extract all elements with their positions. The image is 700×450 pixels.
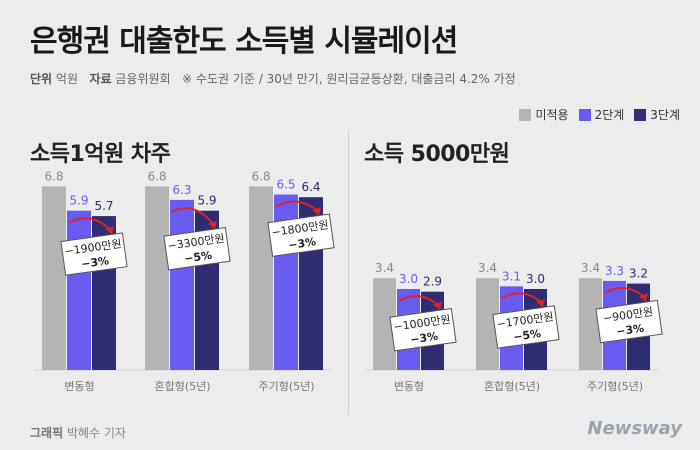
chart-1-callout-box-2 bbox=[595, 299, 663, 344]
chart-0-value-label-1-2: 5.9 bbox=[197, 194, 216, 208]
assumption-note: ※ 수도권 기준 / 30년 만기, 원리금균등상환, 대출금리 4.2% 가정 bbox=[182, 72, 516, 86]
chart-0-value-label-2-1: 6.5 bbox=[276, 178, 295, 192]
chart-1-callout-2: −900만원−3% bbox=[595, 299, 663, 344]
chart-1-callout-1: −1700만원−5% bbox=[492, 305, 560, 349]
legend: 미적용 2단계 3단계 bbox=[519, 106, 680, 123]
legend-swatch-1 bbox=[578, 108, 591, 121]
chart-0-bar-2-0 bbox=[249, 186, 273, 370]
chart-0-value-label-1-0: 6.8 bbox=[147, 169, 166, 183]
legend-label-1: 2단계 bbox=[594, 108, 625, 122]
chart-0-callout-1: −3300만원−5% bbox=[163, 226, 231, 271]
chart-0-value-label-0-2: 5.7 bbox=[94, 199, 113, 213]
chart-0-callout-2: −1800만원−3% bbox=[267, 213, 335, 257]
chart-0-arrow-2 bbox=[275, 200, 319, 212]
chart-1-callout-0: −1000만원−3% bbox=[389, 307, 457, 352]
source-value: 금융위원회 bbox=[115, 72, 171, 86]
chart-0-bar-0-0 bbox=[42, 186, 66, 370]
chart-1-arrowhead-0 bbox=[433, 301, 442, 310]
page-title: 은행권 대출한도 소득별 시뮬레이션 bbox=[30, 24, 458, 59]
credit-label: 그래픽 bbox=[30, 426, 64, 440]
chart-1-value-label-0-2: 2.9 bbox=[423, 275, 442, 289]
chart-1-arrow-2 bbox=[604, 286, 646, 299]
chart-1-value-label-0-0: 3.4 bbox=[375, 261, 394, 275]
legend-label-0: 미적용 bbox=[535, 108, 569, 122]
chart-0-value-label-0-1: 5.9 bbox=[69, 194, 88, 208]
chart-0-arrow-0 bbox=[68, 217, 112, 231]
chart-1-value-label-0-1: 3.0 bbox=[399, 272, 418, 286]
unit-value: 억원 bbox=[55, 72, 79, 86]
chart-1-category-label-0: 변동형 bbox=[394, 380, 424, 393]
chart-1-callout-box-1 bbox=[492, 305, 560, 349]
legend-swatch-0 bbox=[519, 108, 532, 121]
chart-1-category-label-2: 주기형(5년) bbox=[587, 380, 643, 393]
legend-swatch-2 bbox=[634, 108, 647, 121]
chart-0-value-label-1-1: 6.3 bbox=[172, 183, 191, 197]
chart-0-callout-0: −1900만원−3% bbox=[60, 232, 128, 276]
chart-0-arrow-1 bbox=[171, 207, 215, 226]
legend-item-2: 3단계 bbox=[634, 106, 680, 123]
chart-0-arrowhead-2 bbox=[312, 207, 321, 216]
chart-1-bar-1-0 bbox=[476, 278, 499, 370]
legend-item-0: 미적용 bbox=[519, 106, 569, 123]
chart-1-arrowhead-1 bbox=[536, 299, 545, 307]
chart-0-arrowhead-0 bbox=[105, 226, 114, 235]
chart-1-arrow-1 bbox=[501, 292, 543, 304]
chart-1-value-label-2-2: 3.2 bbox=[629, 267, 648, 281]
chart-1-category-label-1: 혼합형(5년) bbox=[484, 380, 540, 393]
chart-1-callout-box-0 bbox=[389, 307, 457, 352]
chart-0-category-label-0: 변동형 bbox=[64, 380, 94, 393]
chart-0-arrowhead-1 bbox=[208, 220, 217, 229]
source-label: 자료 bbox=[89, 72, 112, 86]
chart-1-value-label-1-0: 3.4 bbox=[478, 261, 497, 275]
legend-item-1: 2단계 bbox=[578, 106, 625, 123]
chart-0-callout-pct-0: −3% bbox=[80, 254, 109, 271]
chart-0-callout-pct-1: −5% bbox=[183, 249, 212, 266]
chart-0-callout-box-0 bbox=[60, 232, 128, 276]
chart-1-arrowhead-2 bbox=[639, 293, 648, 302]
subtitle-line: 단위 억원 자료 금융위원회 ※ 수도권 기준 / 30년 만기, 원리금균등상… bbox=[30, 70, 516, 87]
chart-1-callout-pct-0: −3% bbox=[409, 330, 438, 347]
chart-1-callout-pct-2: −3% bbox=[615, 322, 644, 339]
chart-0-value-label-0-0: 6.8 bbox=[44, 169, 63, 183]
chart-0-value-label-2-2: 6.4 bbox=[301, 180, 320, 194]
brand-logo: Newsway bbox=[587, 418, 682, 439]
chart-0-category-label-1: 혼합형(5년) bbox=[154, 380, 210, 393]
credit: 그래픽 박혜수 기자 bbox=[30, 424, 126, 441]
chart-1-callout-pct-1: −5% bbox=[512, 327, 541, 344]
unit-label: 단위 bbox=[30, 72, 53, 86]
chart-1-value-label-1-1: 3.1 bbox=[502, 269, 521, 283]
chart-1-bar-2-0 bbox=[579, 278, 602, 370]
chart-0-bar-1-0 bbox=[145, 186, 169, 370]
chart-0-category-label-2: 주기형(5년) bbox=[258, 380, 314, 393]
chart-0-value-label-2-0: 6.8 bbox=[251, 169, 270, 183]
chart-1-arrow-0 bbox=[398, 295, 440, 307]
panel-divider bbox=[348, 130, 349, 415]
chart-0-callout-box-1 bbox=[163, 226, 231, 271]
chart-0-bar-0-1 bbox=[67, 210, 91, 370]
chart-1-value-label-2-0: 3.4 bbox=[581, 261, 600, 275]
chart-0-bar-1-1 bbox=[170, 199, 194, 370]
panel-title-left: 소득1억원 차주 bbox=[30, 142, 171, 167]
chart-0-callout-box-2 bbox=[267, 213, 335, 257]
legend-label-2: 3단계 bbox=[650, 108, 680, 122]
chart-1-bar-0-0 bbox=[373, 278, 396, 370]
chart-1-value-label-1-2: 3.0 bbox=[526, 272, 545, 286]
chart-0-callout-pct-2: −3% bbox=[287, 235, 316, 252]
credit-name: 박혜수 기자 bbox=[66, 426, 126, 440]
chart-1-value-label-2-1: 3.3 bbox=[605, 264, 624, 278]
panel-title-right: 소득 5000만원 bbox=[364, 142, 510, 167]
